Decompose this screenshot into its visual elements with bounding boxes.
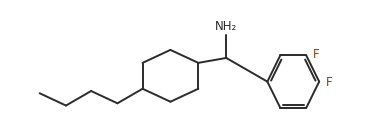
Text: F: F xyxy=(314,48,320,61)
Text: NH₂: NH₂ xyxy=(215,20,238,33)
Text: F: F xyxy=(326,76,333,89)
